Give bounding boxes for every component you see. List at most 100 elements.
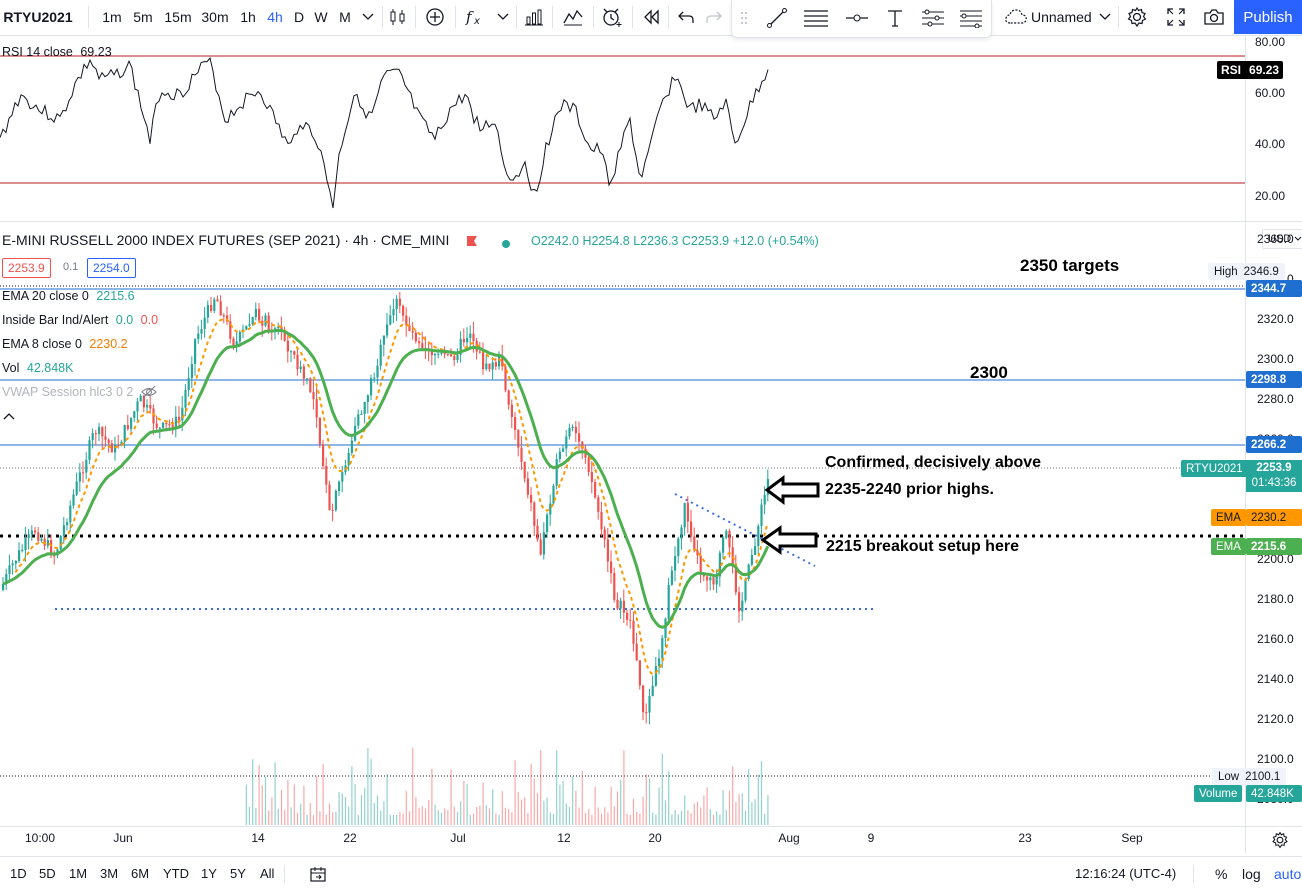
ema8-price-label: 2230.2: [1246, 509, 1302, 526]
undo-icon[interactable]: [675, 0, 697, 34]
layout-chevron-icon[interactable]: [1097, 0, 1113, 34]
toolbar-divider: [1118, 6, 1119, 28]
indicator-insidebar-legend[interactable]: Inside Bar Ind/Alert 0.0 0.0: [2, 313, 158, 327]
buy-button[interactable]: 2254.0: [87, 258, 136, 278]
main-title[interactable]: E-MINI RUSSELL 2000 INDEX FUTURES (SEP 2…: [2, 232, 449, 248]
range-1m[interactable]: 1M: [69, 866, 88, 881]
time-tick: Sep: [1121, 831, 1143, 845]
chart-settings-gear-icon[interactable]: [1271, 831, 1289, 854]
trend-line-icon[interactable]: [762, 0, 792, 36]
bottom-divider: [284, 865, 285, 883]
arrow-left-icon: [760, 525, 818, 555]
range-5y[interactable]: 5Y: [230, 866, 246, 881]
time-tick: 12: [557, 831, 571, 845]
interval-4h[interactable]: 4h: [267, 9, 283, 25]
drag-handle-icon[interactable]: [734, 0, 754, 36]
insidebar-legend-name: Inside Bar Ind/Alert: [2, 313, 109, 327]
candle-style-icon[interactable]: [386, 0, 410, 34]
chart-canvas[interactable]: [0, 37, 1302, 853]
line-style-icon[interactable]: [800, 0, 832, 36]
indicator-ema8-legend[interactable]: EMA 8 close 0 2230.2: [2, 337, 128, 351]
annotation-breakout[interactable]: 2215 breakout setup here: [826, 538, 1019, 555]
range-1y[interactable]: 1Y: [201, 866, 217, 881]
arrow-left-icon: [764, 475, 820, 505]
alert-clock-icon[interactable]: [599, 0, 625, 34]
clock-timezone[interactable]: 12:16:24 (UTC-4): [1075, 866, 1177, 881]
market-status-icon[interactable]: [501, 236, 511, 254]
interval-dropdown-chevron-icon[interactable]: [360, 0, 376, 34]
flag-icon[interactable]: [467, 235, 477, 253]
settings-lines-icon[interactable]: [918, 0, 948, 36]
low-value: 2100.1: [1245, 770, 1281, 783]
range-all[interactable]: All: [260, 866, 275, 881]
indicator-vwap-legend[interactable]: VWAP Session hlc3 0 2: [2, 385, 133, 399]
fullscreen-icon[interactable]: [1163, 0, 1189, 34]
range-6m[interactable]: 6M: [131, 866, 150, 881]
annotation-2350-targets[interactable]: 2350 targets: [1020, 256, 1120, 275]
annotation-confirmed-line2[interactable]: 2235-2240 prior highs.: [825, 481, 994, 498]
annotation-2300[interactable]: 2300: [970, 363, 1008, 382]
ohlc-low: L2236.3: [633, 234, 679, 248]
layout-name[interactable]: Unnamed: [1031, 9, 1092, 25]
collapse-legend-chevron-icon[interactable]: [2, 408, 16, 426]
replay-icon[interactable]: [639, 0, 663, 34]
price-tick: 2120.0: [1257, 712, 1294, 726]
indicators-chevron-icon[interactable]: [495, 0, 511, 34]
auto-toggle[interactable]: auto: [1274, 865, 1302, 882]
rsi-line: [0, 56, 769, 209]
line-width-icon[interactable]: [842, 0, 872, 36]
indicator-ema20-legend[interactable]: EMA 20 close 0 2215.6: [2, 289, 135, 303]
insidebar-legend-value: 0.0: [140, 313, 159, 327]
high-label: High: [1214, 265, 1238, 278]
publish-button[interactable]: Publish: [1234, 0, 1302, 34]
level-label-2344: 2344.7: [1246, 280, 1302, 297]
rsi-legend-value: 69.23: [80, 45, 112, 59]
price-tick: 2200.0: [1257, 552, 1294, 566]
chart-area[interactable]: RSI 14 close 69.23 80.00 60.00 40.00 20.…: [0, 35, 1302, 854]
annotation-confirmed-line1[interactable]: Confirmed, decisively above: [825, 454, 1042, 471]
indicator-volume-legend[interactable]: Vol 42.848K: [2, 361, 73, 375]
range-3m[interactable]: 3M: [100, 866, 119, 881]
interval-30m[interactable]: 30m: [201, 9, 229, 25]
redo-icon[interactable]: [703, 0, 725, 34]
more-options-icon[interactable]: [956, 0, 986, 36]
log-toggle[interactable]: log: [1242, 865, 1261, 882]
percent-toggle[interactable]: %: [1215, 865, 1228, 882]
text-tool-icon[interactable]: [882, 0, 908, 36]
time-tick: 23: [1018, 831, 1032, 845]
templates-icon[interactable]: [560, 0, 586, 34]
rsi-tick: 20.00: [1255, 189, 1286, 203]
compare-add-icon[interactable]: [423, 0, 447, 34]
range-5d[interactable]: 5D: [39, 866, 56, 881]
eye-hidden-icon[interactable]: [141, 385, 157, 404]
currency-selector[interactable]: USD: [1262, 229, 1302, 249]
gear-icon[interactable]: [1124, 0, 1150, 34]
interval-d[interactable]: D: [293, 9, 305, 25]
rsi-legend[interactable]: RSI 14 close 69.23: [2, 45, 112, 59]
interval-15m[interactable]: 15m: [164, 9, 192, 25]
symbol-search[interactable]: RTYU2021: [3, 9, 73, 25]
ohlc-close: C2253.9: [681, 234, 730, 248]
camera-snapshot-icon[interactable]: [1201, 0, 1227, 34]
goto-date-icon[interactable]: [309, 857, 327, 890]
financials-icon[interactable]: [522, 0, 546, 34]
last-price-label: 2253.9 01:43:36: [1246, 460, 1302, 492]
cloud-save-icon[interactable]: [1002, 0, 1030, 34]
range-ytd[interactable]: YTD: [163, 866, 189, 881]
toolbar-divider: [88, 6, 89, 28]
svg-text:f: f: [465, 8, 474, 26]
price-tick: 2100.0: [1257, 752, 1294, 766]
sell-button[interactable]: 2253.9: [2, 258, 51, 278]
time-tick: Jul: [450, 831, 466, 845]
toolbar-divider: [415, 6, 416, 28]
interval-m[interactable]: M: [339, 9, 351, 25]
high-value: 2346.9: [1243, 265, 1279, 278]
interval-w[interactable]: W: [314, 9, 328, 25]
range-1d[interactable]: 1D: [10, 866, 27, 881]
interval-5m[interactable]: 5m: [133, 9, 153, 25]
time-tick: Jun: [113, 831, 133, 845]
interval-1h[interactable]: 1h: [240, 9, 256, 25]
interval-1m[interactable]: 1m: [102, 9, 122, 25]
high-price-label: High 2346.9: [1208, 263, 1285, 280]
